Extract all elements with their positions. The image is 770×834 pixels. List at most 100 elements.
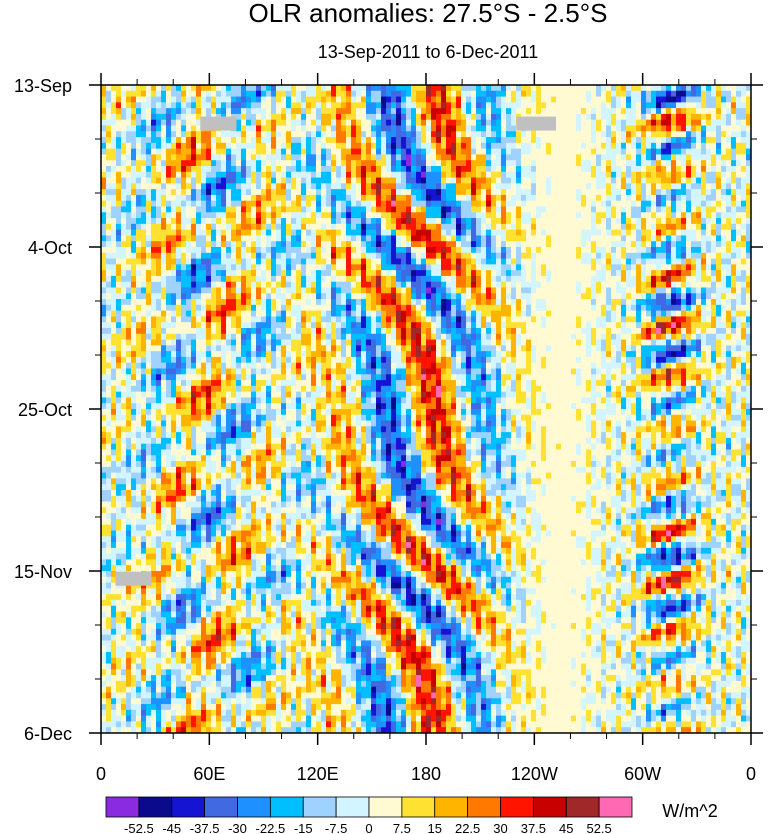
- field-cell: [741, 119, 747, 127]
- field-cell: [291, 252, 297, 260]
- field-cell: [161, 200, 167, 208]
- field-cell: [661, 281, 667, 289]
- field-cell: [731, 270, 737, 277]
- field-cell: [746, 293, 751, 300]
- field-cell: [701, 160, 707, 167]
- field-cell: [396, 102, 402, 109]
- field-cell: [401, 189, 407, 196]
- field-cell: [141, 171, 147, 179]
- field-cell: [256, 223, 262, 231]
- field-cell: [336, 142, 342, 150]
- field-cell: [696, 241, 702, 248]
- field-cell: [246, 189, 252, 196]
- field-cell: [316, 171, 322, 179]
- field-cell: [171, 270, 177, 277]
- field-cell: [456, 102, 462, 109]
- field-cell: [231, 252, 237, 260]
- field-cell: [586, 200, 592, 208]
- field-cell: [726, 212, 732, 219]
- field-cell: [601, 229, 607, 237]
- field-cell: [526, 102, 532, 109]
- field-cell: [236, 171, 242, 179]
- field-cell: [361, 142, 367, 150]
- field-cell: [296, 142, 302, 150]
- field-cell: [596, 299, 602, 306]
- field-cell: [301, 287, 307, 294]
- field-cell: [646, 270, 652, 277]
- field-cell: [706, 85, 712, 92]
- field-cell: [186, 270, 192, 277]
- field-cell: [716, 252, 722, 260]
- field-cell: [681, 270, 687, 277]
- field-cell: [451, 206, 457, 213]
- field-cell: [236, 142, 242, 150]
- field-cell: [626, 252, 632, 260]
- field-cell: [236, 287, 242, 294]
- field-cell: [226, 235, 232, 242]
- field-cell: [561, 258, 567, 265]
- field-cell: [136, 247, 142, 254]
- field-cell: [156, 293, 162, 300]
- field-cell: [586, 264, 592, 271]
- field-cell: [171, 229, 177, 237]
- field-cell: [681, 171, 687, 179]
- field-cell: [746, 183, 751, 190]
- field-cell: [666, 275, 672, 283]
- field-cell: [701, 148, 707, 156]
- field-cell: [646, 194, 652, 202]
- field-cell: [371, 287, 377, 294]
- field-cell: [111, 85, 117, 92]
- field-cell: [636, 148, 642, 156]
- field-cell: [201, 275, 207, 283]
- field-cell: [391, 275, 397, 283]
- field-cell: [246, 247, 252, 254]
- field-cell: [561, 142, 567, 150]
- field-cell: [241, 275, 247, 283]
- field-cell: [361, 148, 367, 156]
- field-cell: [471, 229, 477, 237]
- field-cell: [126, 119, 132, 127]
- field-cell: [496, 206, 502, 213]
- field-cell: [571, 299, 577, 306]
- field-cell: [136, 148, 142, 156]
- field-cell: [241, 293, 247, 300]
- field-cell: [691, 131, 697, 138]
- field-cell: [231, 189, 237, 196]
- field-cell: [641, 189, 647, 196]
- field-cell: [296, 119, 302, 127]
- field-cell: [376, 108, 382, 115]
- field-cell: [436, 229, 442, 237]
- field-cell: [211, 247, 217, 254]
- field-cell: [451, 154, 457, 161]
- field-cell: [616, 206, 622, 213]
- field-cell: [721, 90, 727, 98]
- field-cell: [596, 171, 602, 179]
- field-cell: [291, 171, 297, 179]
- field-cell: [376, 125, 382, 132]
- field-cell: [491, 194, 497, 202]
- field-cell: [616, 108, 622, 115]
- field-cell: [711, 299, 717, 306]
- field-cell: [356, 200, 362, 208]
- field-cell: [236, 258, 242, 265]
- field-cell: [211, 148, 217, 156]
- field-cell: [306, 194, 312, 202]
- field-cell: [196, 154, 202, 161]
- field-cell: [301, 96, 307, 103]
- field-cell: [426, 108, 432, 115]
- field-cell: [741, 293, 747, 300]
- field-cell: [366, 137, 372, 144]
- field-cell: [246, 137, 252, 144]
- field-cell: [636, 171, 642, 179]
- field-cell: [391, 125, 397, 132]
- field-cell: [331, 206, 337, 213]
- field-cell: [101, 229, 107, 237]
- field-cell: [606, 131, 612, 138]
- field-cell: [601, 206, 607, 213]
- field-cell: [211, 275, 217, 283]
- field-cell: [471, 264, 477, 271]
- field-cell: [481, 206, 487, 213]
- field-cell: [301, 102, 307, 109]
- field-cell: [551, 154, 557, 161]
- field-cell: [516, 154, 522, 161]
